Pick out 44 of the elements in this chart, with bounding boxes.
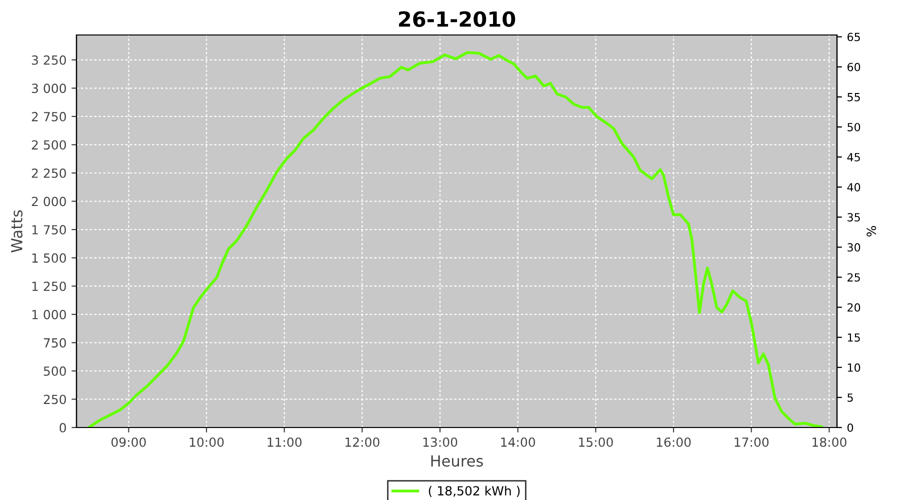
x-tick-label: 17:00 xyxy=(734,437,769,447)
y2-tick-label: 30 xyxy=(848,243,860,252)
y-tick-label: 3 250 xyxy=(32,55,66,65)
y-tick-label: 2 250 xyxy=(32,168,66,178)
y-tick-label: 1 500 xyxy=(32,253,66,263)
y2-tick-label: 0 xyxy=(847,423,854,432)
x-tick-label: 09:00 xyxy=(111,437,146,447)
y2-tick-label: 35 xyxy=(848,213,860,222)
legend-label: ( 18,502 kWh ) xyxy=(428,486,520,497)
y-tick-label: 750 xyxy=(44,338,66,348)
y2-tick-label: 50 xyxy=(848,122,860,132)
y2-tick-label: 20 xyxy=(848,303,860,312)
x-tick-label: 16:00 xyxy=(656,437,691,447)
y-tick-label: 2 500 xyxy=(32,140,66,150)
y2-tick-label: 10 xyxy=(848,363,860,372)
y2-tick-label: 40 xyxy=(847,183,860,192)
y2-tick-label: 25 xyxy=(848,273,860,282)
y-axis-title: Watts xyxy=(11,210,22,252)
line-series xyxy=(87,51,823,428)
y2-tick-label: 65 xyxy=(848,32,860,42)
x-axis-title: Heures xyxy=(431,455,483,467)
x-tick-label: 12:00 xyxy=(346,437,380,447)
x-tick-label: 18:00 xyxy=(812,437,846,447)
y-tick-label: 2 000 xyxy=(32,196,66,206)
y-tick-label: 3 000 xyxy=(32,84,66,94)
x-tick-label: 15:00 xyxy=(579,437,613,447)
y-tick-label: 2 750 xyxy=(32,112,66,122)
y-tick-label: 500 xyxy=(44,366,66,376)
x-tick-label: 14:00 xyxy=(501,437,536,447)
x-tick-label: 13:00 xyxy=(423,437,458,447)
y-tick-label: 1 750 xyxy=(32,225,66,234)
y2-tick-label: 55 xyxy=(848,93,860,102)
y2-tick-label: 5 xyxy=(848,394,853,402)
y2-tick-label: 45 xyxy=(847,153,860,162)
y2-axis-title: % xyxy=(866,226,876,236)
y-tick-label: 1 250 xyxy=(32,282,66,292)
y2-tick-label: 60 xyxy=(848,62,860,72)
chart-title: 26-1-2010 xyxy=(399,11,516,27)
x-tick-label: 11:00 xyxy=(268,437,302,447)
x-tick-label: 10:00 xyxy=(190,437,224,447)
y-tick-label: 0 xyxy=(60,422,66,432)
y-tick-label: 1 000 xyxy=(32,310,66,320)
y2-tick-label: 15 xyxy=(848,333,860,342)
y-tick-label: 250 xyxy=(44,394,66,404)
